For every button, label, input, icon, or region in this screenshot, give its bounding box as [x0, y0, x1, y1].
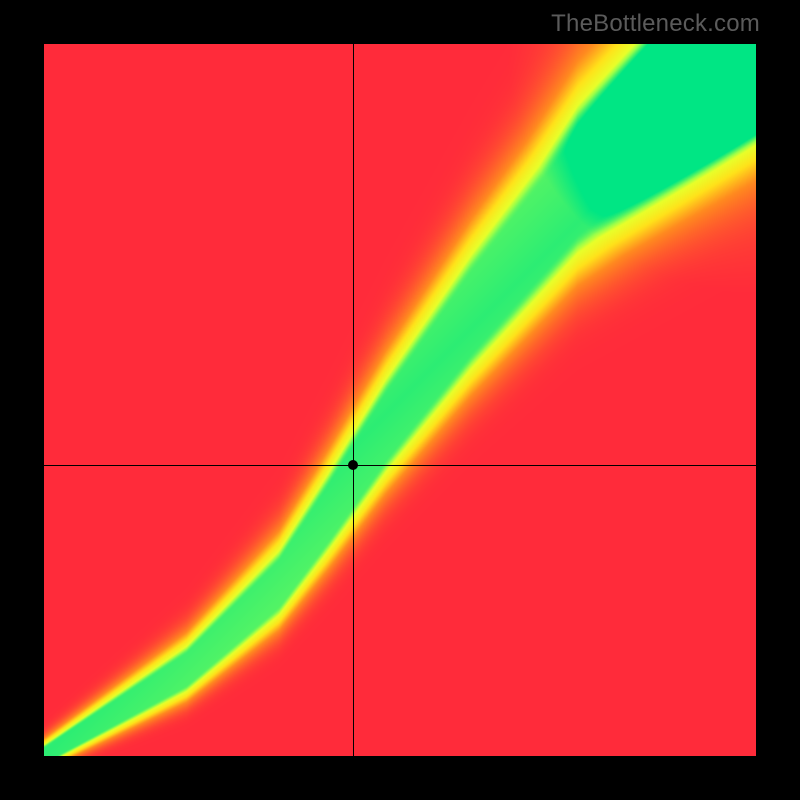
watermark-text: TheBottleneck.com — [551, 10, 760, 38]
crosshair-horizontal — [44, 465, 756, 466]
selection-marker[interactable] — [348, 460, 358, 470]
bottleneck-heatmap — [44, 44, 756, 756]
heatmap-canvas — [44, 44, 756, 756]
crosshair-vertical — [353, 44, 354, 756]
